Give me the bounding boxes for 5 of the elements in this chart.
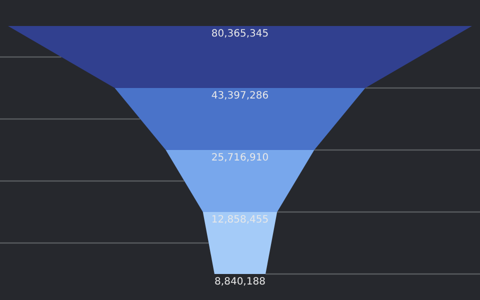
data-label: 12,858,455 (211, 214, 269, 226)
data-label: 80,365,345 (211, 28, 269, 40)
data-label: 8,840,188 (214, 276, 266, 288)
data-label: 25,716,910 (211, 152, 269, 164)
data-label: 43,397,286 (211, 90, 269, 102)
